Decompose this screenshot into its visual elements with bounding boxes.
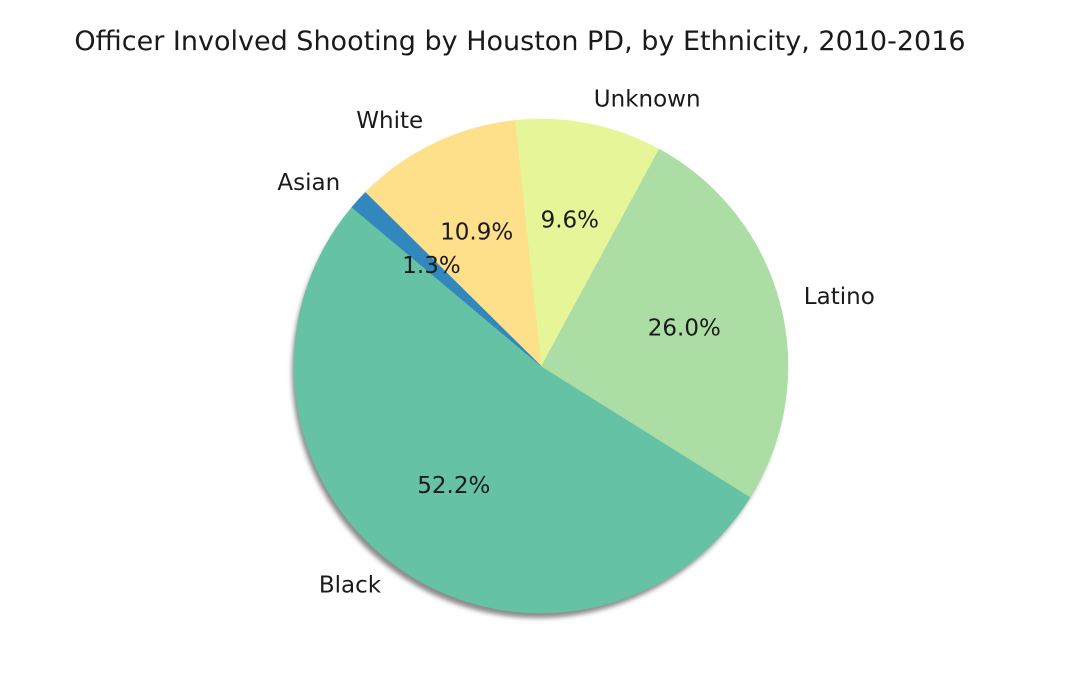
slice-label-black: Black bbox=[319, 573, 382, 599]
percent-label-black: 52.2% bbox=[417, 473, 490, 499]
pie-slice-unknown bbox=[514, 118, 660, 367]
pie-slice-white bbox=[365, 120, 542, 367]
chart-title: Officer Involved Shooting by Houston PD,… bbox=[74, 26, 965, 57]
slice-label-white: White bbox=[356, 108, 423, 134]
percent-label-asian: 1.3% bbox=[402, 253, 460, 279]
pie-slices bbox=[293, 118, 789, 614]
pie-slice-latino bbox=[540, 148, 789, 498]
slice-label-latino: Latino bbox=[804, 284, 875, 310]
slice-label-asian: Asian bbox=[277, 170, 340, 196]
pie-labels: Black 52.2% Latino 26.0% Unknown 9.6% White 10.… bbox=[277, 87, 874, 599]
percent-label-unknown: 9.6% bbox=[541, 208, 599, 234]
percent-label-latino: 26.0% bbox=[648, 315, 721, 341]
pie-slice-black bbox=[293, 206, 751, 614]
percent-label-white: 10.9% bbox=[440, 220, 513, 246]
pie-slice-asian bbox=[351, 191, 542, 367]
slice-label-unknown: Unknown bbox=[594, 87, 701, 113]
